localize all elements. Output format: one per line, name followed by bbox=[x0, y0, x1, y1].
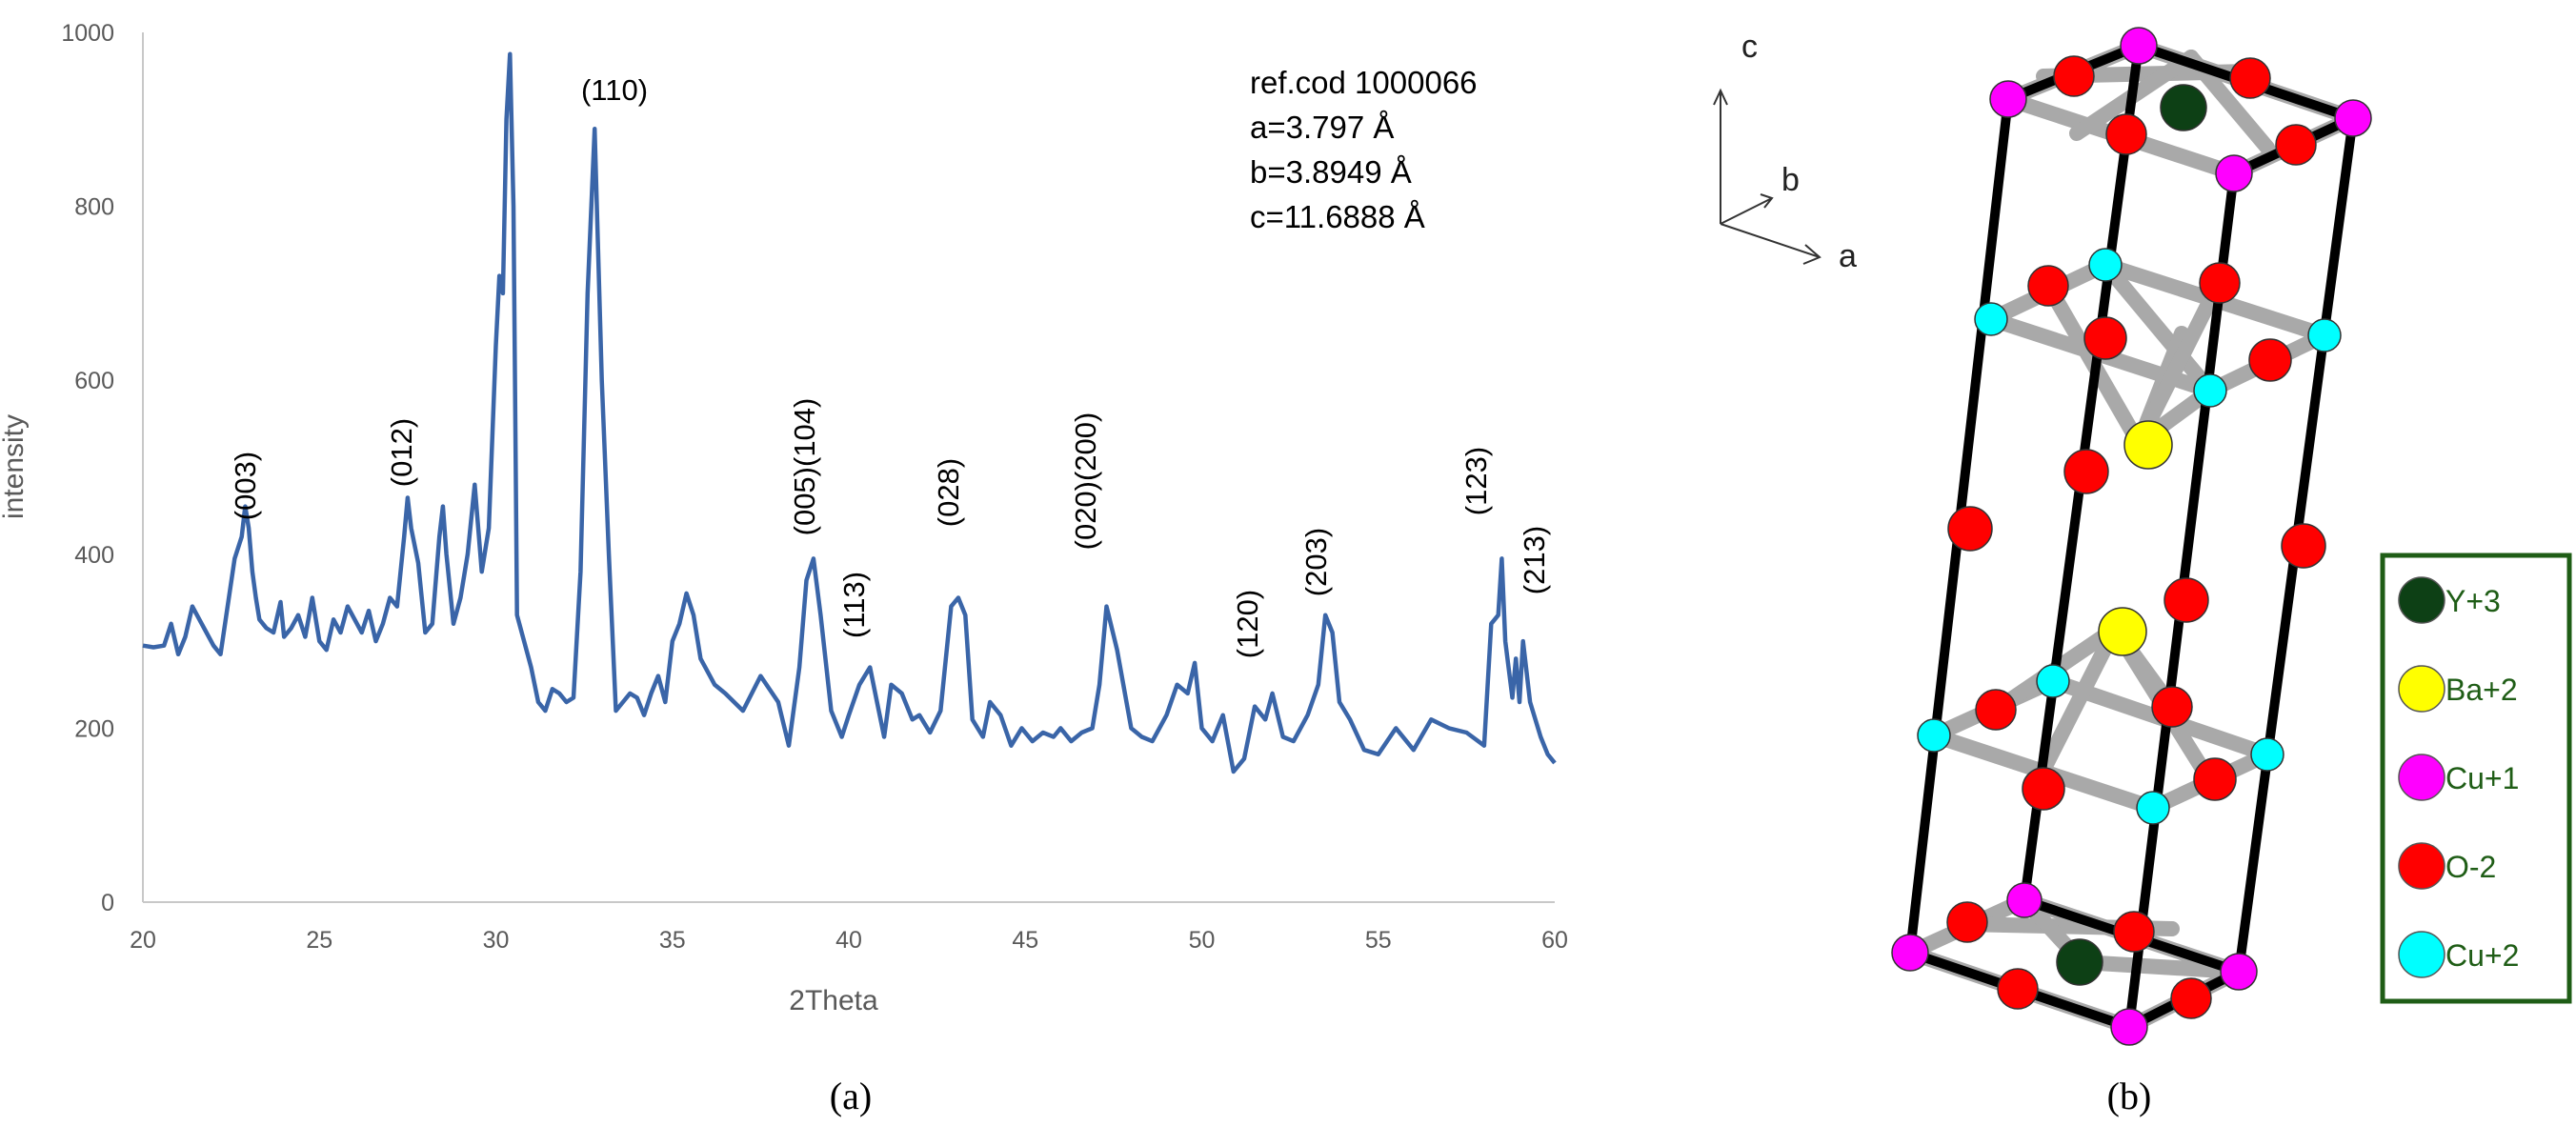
atom-o bbox=[2063, 449, 2109, 494]
atom-o bbox=[1975, 689, 2017, 731]
legend-label: Cu+1 bbox=[2445, 761, 2519, 795]
xrd-pattern-line bbox=[142, 51, 1557, 774]
y-axis-ticks: 0 200 400 600 800 1000 bbox=[61, 20, 114, 916]
atom-y bbox=[2056, 938, 2103, 986]
atom-o bbox=[2053, 55, 2095, 97]
axis-indicator bbox=[1713, 88, 1821, 265]
atom-cu1 bbox=[1891, 934, 1929, 972]
reference-code: ref.cod 1000066 bbox=[1250, 65, 1478, 100]
x-axis-label: 2Theta bbox=[789, 985, 878, 1016]
atom-o bbox=[2193, 757, 2237, 801]
atom-cu1 bbox=[2334, 99, 2372, 137]
atom-cu1 bbox=[2120, 27, 2158, 65]
legend-label: Cu+2 bbox=[2445, 938, 2519, 973]
atom-o bbox=[2170, 977, 2212, 1019]
peak-label-020-200: (020)(200) bbox=[1069, 412, 1102, 551]
atom-cu2 bbox=[2250, 737, 2284, 772]
x-tick-label: 30 bbox=[483, 927, 510, 954]
panel-b-label: (b) bbox=[2107, 1075, 2152, 1117]
atom-o bbox=[2113, 911, 2155, 953]
atom-cu1 bbox=[2215, 154, 2253, 192]
lattice-c: c=11.6888 Å bbox=[1250, 199, 1425, 234]
atom-cu2 bbox=[1974, 302, 2008, 336]
x-tick-label: 40 bbox=[835, 927, 862, 954]
atom-o bbox=[1947, 506, 1993, 552]
peak-label-028: (028) bbox=[932, 458, 965, 527]
x-tick-label: 45 bbox=[1012, 927, 1038, 954]
y-tick-label: 1000 bbox=[61, 20, 114, 47]
atom-o bbox=[2229, 57, 2271, 99]
legend-label: Ba+2 bbox=[2445, 673, 2518, 707]
atom-cu1 bbox=[1989, 80, 2027, 118]
y-tick-label: 0 bbox=[101, 890, 114, 916]
legend-label: Y+3 bbox=[2445, 584, 2501, 618]
legend-label: O-2 bbox=[2445, 850, 2496, 884]
atom-o bbox=[2027, 265, 2069, 307]
atom-cu2 bbox=[2036, 664, 2070, 698]
atom-o bbox=[2022, 767, 2065, 811]
atom-o bbox=[2281, 523, 2326, 569]
xrd-chart: intensity 2Theta 0 200 400 600 800 1000 20 25 3… bbox=[0, 20, 1568, 1016]
y-tick-label: 800 bbox=[74, 194, 114, 221]
x-tick-label: 50 bbox=[1189, 927, 1216, 954]
lattice-a: a=3.797 Å bbox=[1250, 110, 1394, 145]
peak-label-203: (203) bbox=[1299, 528, 1333, 596]
element-legend: Y+3 Ba+2 Cu+1 O-2 Cu+2 bbox=[2380, 553, 2572, 1004]
peak-label-110: (110) bbox=[581, 73, 648, 107]
atom-cu2 bbox=[2136, 791, 2170, 825]
x-axis-ticks: 20 25 30 35 40 45 50 55 60 bbox=[130, 927, 1568, 954]
atom-o bbox=[2083, 316, 2127, 360]
peak-label-120: (120) bbox=[1231, 590, 1264, 658]
lattice-b: b=3.8949 Å bbox=[1250, 154, 1412, 190]
y-tick-label: 200 bbox=[74, 715, 114, 742]
legend-swatch bbox=[2398, 576, 2445, 624]
atom-ba bbox=[2123, 420, 2173, 470]
atom-o bbox=[2163, 577, 2209, 623]
legend-swatch bbox=[2398, 842, 2445, 890]
axis-a-label: a bbox=[1839, 238, 1857, 274]
atom-cu2 bbox=[2193, 373, 2227, 408]
atom-o bbox=[2151, 686, 2193, 728]
atoms bbox=[1891, 27, 2372, 1046]
panel-a-label: (a) bbox=[830, 1075, 872, 1117]
atom-o bbox=[2105, 113, 2147, 155]
atom-cu1 bbox=[2006, 882, 2043, 918]
atom-cu2 bbox=[2307, 318, 2342, 352]
x-tick-label: 20 bbox=[130, 927, 156, 954]
atom-o bbox=[2199, 262, 2241, 304]
axis-c-label: c bbox=[1741, 29, 1758, 65]
y-tick-label: 400 bbox=[74, 542, 114, 569]
peak-label-012: (012) bbox=[385, 418, 418, 487]
atom-cu1 bbox=[2110, 1008, 2148, 1046]
atom-o bbox=[2275, 124, 2317, 166]
atom-o bbox=[1997, 968, 2039, 1010]
x-tick-label: 35 bbox=[659, 927, 686, 954]
peak-label-123: (123) bbox=[1459, 447, 1493, 515]
legend-swatch bbox=[2398, 931, 2445, 978]
legend-swatch bbox=[2398, 754, 2445, 801]
legend-swatch bbox=[2398, 665, 2445, 713]
peak-label-113: (113) bbox=[837, 572, 871, 638]
atom-cu2 bbox=[1917, 718, 1951, 753]
x-tick-label: 55 bbox=[1365, 927, 1392, 954]
peak-label-003: (003) bbox=[229, 452, 262, 520]
y-tick-label: 600 bbox=[74, 368, 114, 394]
atom-o bbox=[2248, 338, 2292, 382]
peak-label-213: (213) bbox=[1518, 526, 1551, 594]
peak-label-005-104: (005)(104) bbox=[788, 398, 821, 536]
y-axis-label: intensity bbox=[0, 414, 30, 519]
atom-y bbox=[2160, 84, 2207, 131]
axis-b-label: b bbox=[1781, 162, 1800, 198]
atom-o bbox=[1946, 901, 1988, 943]
atom-ba bbox=[2098, 607, 2147, 656]
atom-cu1 bbox=[2220, 953, 2258, 991]
atom-cu2 bbox=[2088, 248, 2123, 282]
x-tick-label: 25 bbox=[306, 927, 332, 954]
x-tick-label: 60 bbox=[1541, 927, 1568, 954]
crystal-structure: c b a bbox=[1713, 27, 2572, 1046]
